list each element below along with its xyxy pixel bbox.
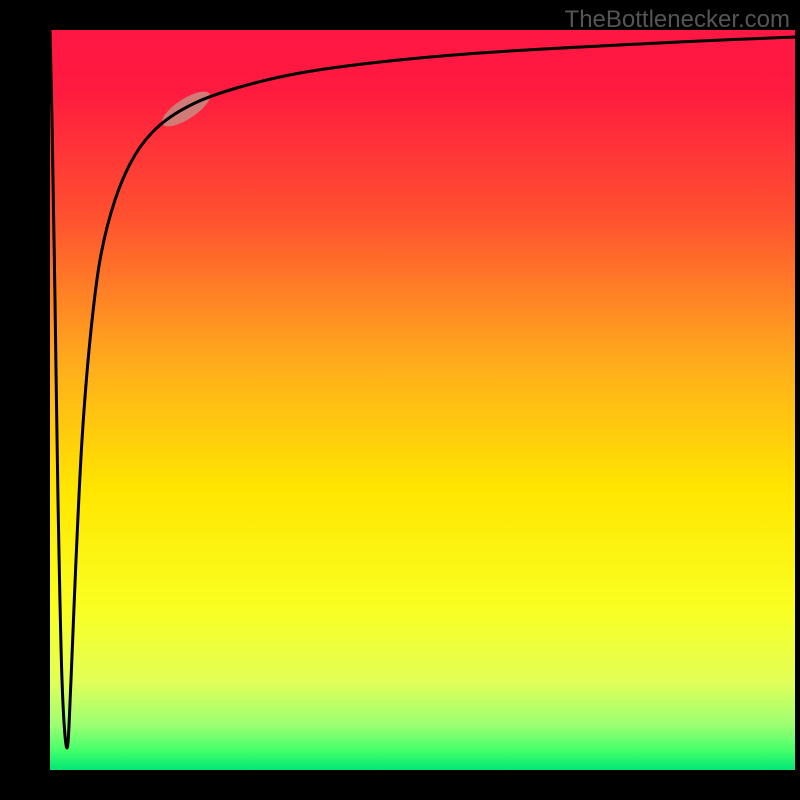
chart-container: TheBottlenecker.com <box>0 0 800 800</box>
bottleneck-curve <box>50 30 795 748</box>
attribution-label: TheBottlenecker.com <box>565 6 790 34</box>
curve-layer <box>0 0 800 800</box>
